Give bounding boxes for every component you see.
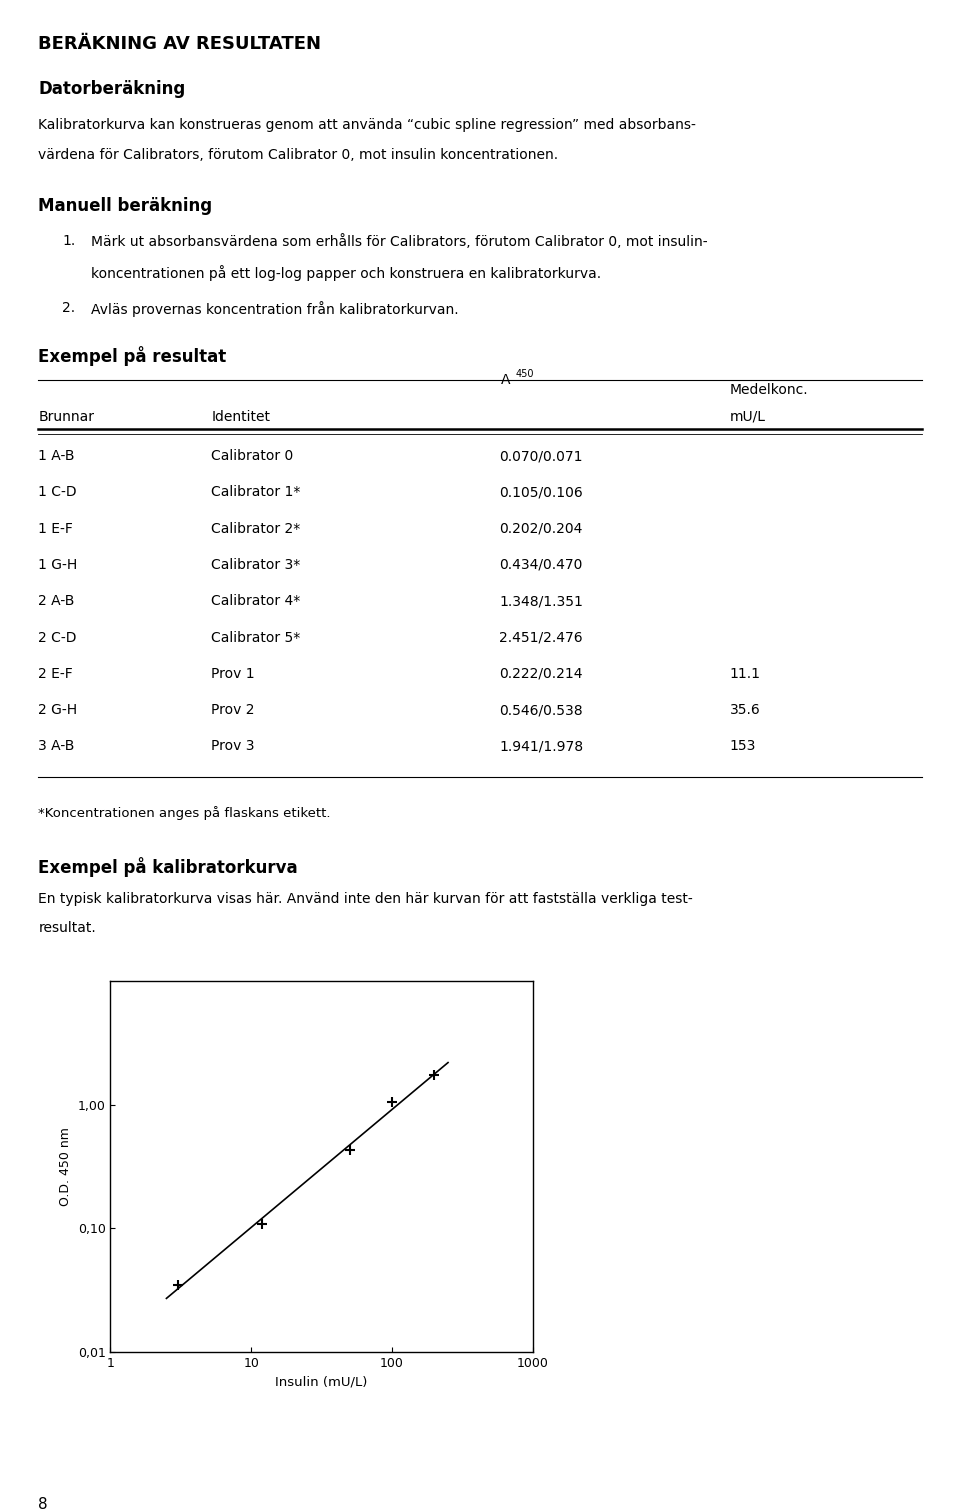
Text: Calibrator 4*: Calibrator 4* [211, 594, 300, 608]
Text: Prov 1: Prov 1 [211, 667, 254, 680]
Text: 11.1: 11.1 [730, 667, 760, 680]
Text: resultat.: resultat. [38, 921, 96, 934]
Text: 1.: 1. [62, 234, 76, 248]
Text: Identitet: Identitet [211, 410, 270, 423]
Text: Datorberäkning: Datorberäkning [38, 80, 185, 98]
Text: BERÄKNING AV RESULTATEN: BERÄKNING AV RESULTATEN [38, 35, 322, 53]
Text: Kalibratorkurva kan konstrueras genom att använda “cubic spline regression” med : Kalibratorkurva kan konstrueras genom at… [38, 118, 696, 132]
Text: 2 C-D: 2 C-D [38, 631, 77, 644]
Text: Exempel på resultat: Exempel på resultat [38, 346, 227, 366]
Text: 0.546/0.538: 0.546/0.538 [499, 703, 583, 717]
Text: 1 A-B: 1 A-B [38, 449, 75, 463]
Text: 2.: 2. [62, 301, 76, 314]
Text: Calibrator 2*: Calibrator 2* [211, 522, 300, 535]
Text: Manuell beräkning: Manuell beräkning [38, 197, 212, 215]
Text: 35.6: 35.6 [730, 703, 760, 717]
Text: 1.348/1.351: 1.348/1.351 [499, 594, 583, 608]
Text: 1.941/1.978: 1.941/1.978 [499, 739, 584, 753]
Text: Calibrator 5*: Calibrator 5* [211, 631, 300, 644]
Text: 450: 450 [516, 369, 534, 380]
Text: 0.222/0.214: 0.222/0.214 [499, 667, 583, 680]
Text: 1 E-F: 1 E-F [38, 522, 73, 535]
X-axis label: Insulin (mU/L): Insulin (mU/L) [276, 1374, 368, 1388]
Text: 2.451/2.476: 2.451/2.476 [499, 631, 583, 644]
Text: 0.434/0.470: 0.434/0.470 [499, 558, 583, 572]
Text: Avläs provernas koncentration från kalibratorkurvan.: Avläs provernas koncentration från kalib… [91, 301, 459, 318]
Text: 0.070/0.071: 0.070/0.071 [499, 449, 583, 463]
Text: Calibrator 3*: Calibrator 3* [211, 558, 300, 572]
Text: Prov 2: Prov 2 [211, 703, 254, 717]
Text: Exempel på kalibratorkurva: Exempel på kalibratorkurva [38, 857, 298, 877]
Text: 1 G-H: 1 G-H [38, 558, 78, 572]
Text: En typisk kalibratorkurva visas här. Använd inte den här kurvan för att faststäl: En typisk kalibratorkurva visas här. Anv… [38, 892, 693, 906]
Text: Calibrator 1*: Calibrator 1* [211, 485, 300, 499]
Text: koncentrationen på ett log-log papper och konstruera en kalibratorkurva.: koncentrationen på ett log-log papper oc… [91, 265, 601, 281]
Text: 2 E-F: 2 E-F [38, 667, 73, 680]
Text: 2 G-H: 2 G-H [38, 703, 78, 717]
Text: mU/L: mU/L [730, 410, 766, 423]
Text: A: A [501, 373, 511, 387]
Text: Brunnar: Brunnar [38, 410, 94, 423]
Text: Prov 3: Prov 3 [211, 739, 254, 753]
Text: 1 C-D: 1 C-D [38, 485, 77, 499]
Text: 0.105/0.106: 0.105/0.106 [499, 485, 583, 499]
Text: *Koncentrationen anges på flaskans etikett.: *Koncentrationen anges på flaskans etike… [38, 806, 331, 820]
Text: Märk ut absorbansvärdena som erhålls för Calibrators, förutom Calibrator 0, mot : Märk ut absorbansvärdena som erhålls för… [91, 234, 708, 249]
Text: Calibrator 0: Calibrator 0 [211, 449, 294, 463]
Text: värdena för Calibrators, förutom Calibrator 0, mot insulin koncentrationen.: värdena för Calibrators, förutom Calibra… [38, 148, 559, 162]
Text: 2 A-B: 2 A-B [38, 594, 75, 608]
Y-axis label: O.D. 450 nm: O.D. 450 nm [60, 1126, 72, 1207]
Text: 153: 153 [730, 739, 756, 753]
Text: 0.202/0.204: 0.202/0.204 [499, 522, 583, 535]
Text: 8: 8 [38, 1497, 48, 1512]
Text: 3 A-B: 3 A-B [38, 739, 75, 753]
Text: Medelkonc.: Medelkonc. [730, 383, 808, 396]
